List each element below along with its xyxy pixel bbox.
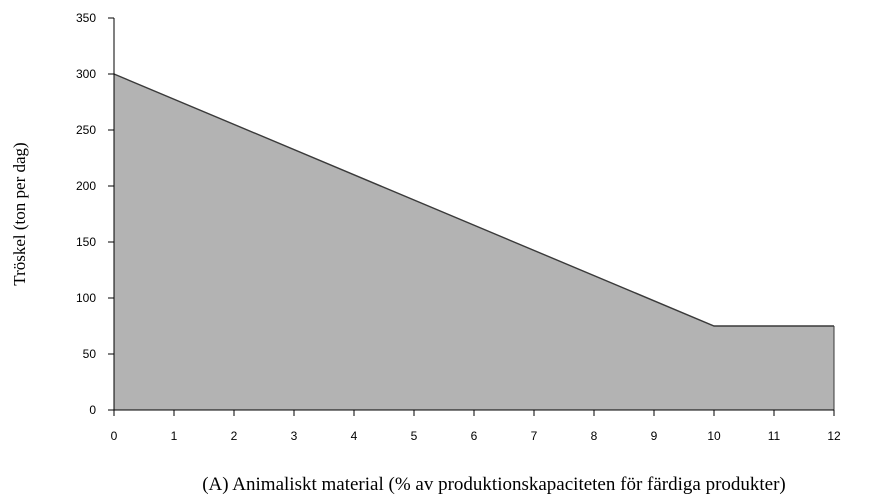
x-ticks: 0 1 2 3 4 5 6 7 8 9 10 11 12 — [111, 410, 841, 443]
x-axis-label: (A) Animaliskt material (% av produktion… — [202, 474, 786, 495]
x-tick-label: 5 — [411, 429, 418, 443]
x-tick-label: 2 — [231, 429, 238, 443]
x-tick-label: 9 — [651, 429, 658, 443]
y-tick-label: 250 — [76, 123, 96, 137]
x-tick-label: 10 — [707, 429, 721, 443]
y-tick-label: 50 — [83, 347, 97, 361]
y-tick-label: 100 — [76, 291, 96, 305]
x-tick-label: 4 — [351, 429, 358, 443]
x-tick-label: 7 — [531, 429, 538, 443]
y-axis-label: Tröskel (ton per dag) — [10, 142, 29, 285]
y-ticks: 0 50 100 150 200 250 300 350 — [76, 11, 114, 417]
series-line — [113, 73, 834, 327]
x-tick-label: 11 — [768, 429, 781, 443]
x-tick-label: 8 — [591, 429, 598, 443]
area-fill — [114, 74, 834, 410]
x-tick-label: 6 — [471, 429, 478, 443]
y-tick-label: 0 — [89, 403, 96, 417]
x-tick-label: 0 — [111, 429, 118, 443]
y-tick-label: 350 — [76, 11, 96, 25]
y-tick-label: 150 — [76, 235, 96, 249]
y-tick-label: 200 — [76, 179, 96, 193]
x-tick-label: 3 — [291, 429, 298, 443]
y-tick-label: 300 — [76, 67, 96, 81]
plot-area — [113, 73, 835, 410]
x-tick-label: 12 — [827, 429, 841, 443]
x-tick-label: 1 — [171, 429, 178, 443]
